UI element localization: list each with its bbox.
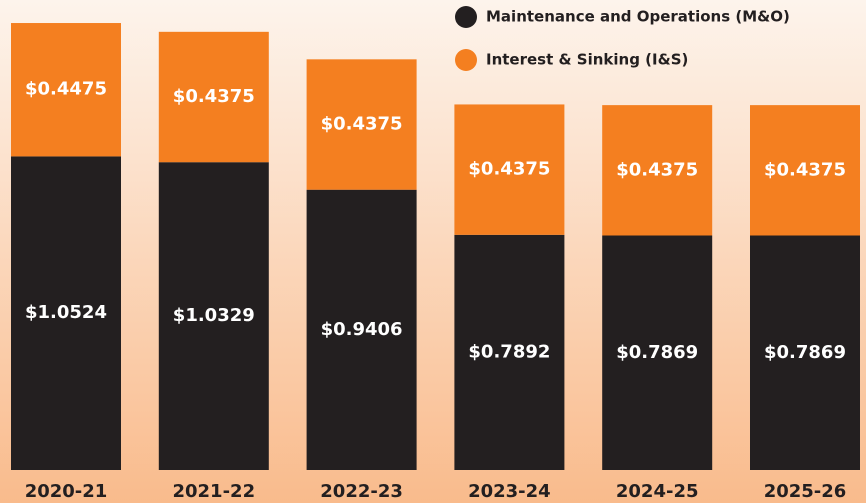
value-label: $0.4375 [321, 114, 403, 135]
bar-segment [306, 59, 417, 190]
bar-segment [11, 23, 121, 157]
bar-segment [454, 104, 565, 235]
value-label: $0.7869 [764, 342, 846, 363]
bar-segment [750, 235, 860, 470]
x-tick-label: 2021-22 [172, 481, 255, 502]
legend-swatch [455, 49, 477, 71]
legend-swatch [455, 6, 477, 28]
x-tick-label: 2023-24 [468, 481, 551, 502]
bar-segment [11, 156, 121, 470]
bar-segment [454, 234, 565, 470]
x-tick-label: 2025-26 [764, 481, 847, 502]
value-label: $0.4475 [25, 79, 107, 100]
value-label: $1.0329 [173, 305, 255, 326]
bar-segment [602, 105, 713, 236]
value-label: $0.4375 [616, 159, 698, 180]
value-label: $1.0524 [25, 302, 107, 323]
value-label: $0.7869 [616, 342, 698, 363]
value-label: $0.4375 [173, 86, 255, 107]
bar-segment [158, 162, 269, 470]
value-label: $0.9406 [321, 319, 403, 340]
value-label: $0.7892 [468, 341, 550, 362]
value-label: $0.4375 [764, 159, 846, 180]
legend-label: Maintenance and Operations (M&O) [486, 8, 790, 26]
x-tick-label: 2024-25 [616, 481, 699, 502]
legend-label: Interest & Sinking (I&S) [486, 51, 688, 69]
x-tick-label: 2020-21 [25, 481, 108, 502]
bar-segment [750, 105, 860, 236]
bar-segment [306, 189, 417, 470]
bar-segment [158, 31, 269, 163]
value-label: $0.4375 [468, 159, 550, 180]
x-tick-label: 2022-23 [320, 481, 403, 502]
bar-segment [602, 235, 713, 470]
